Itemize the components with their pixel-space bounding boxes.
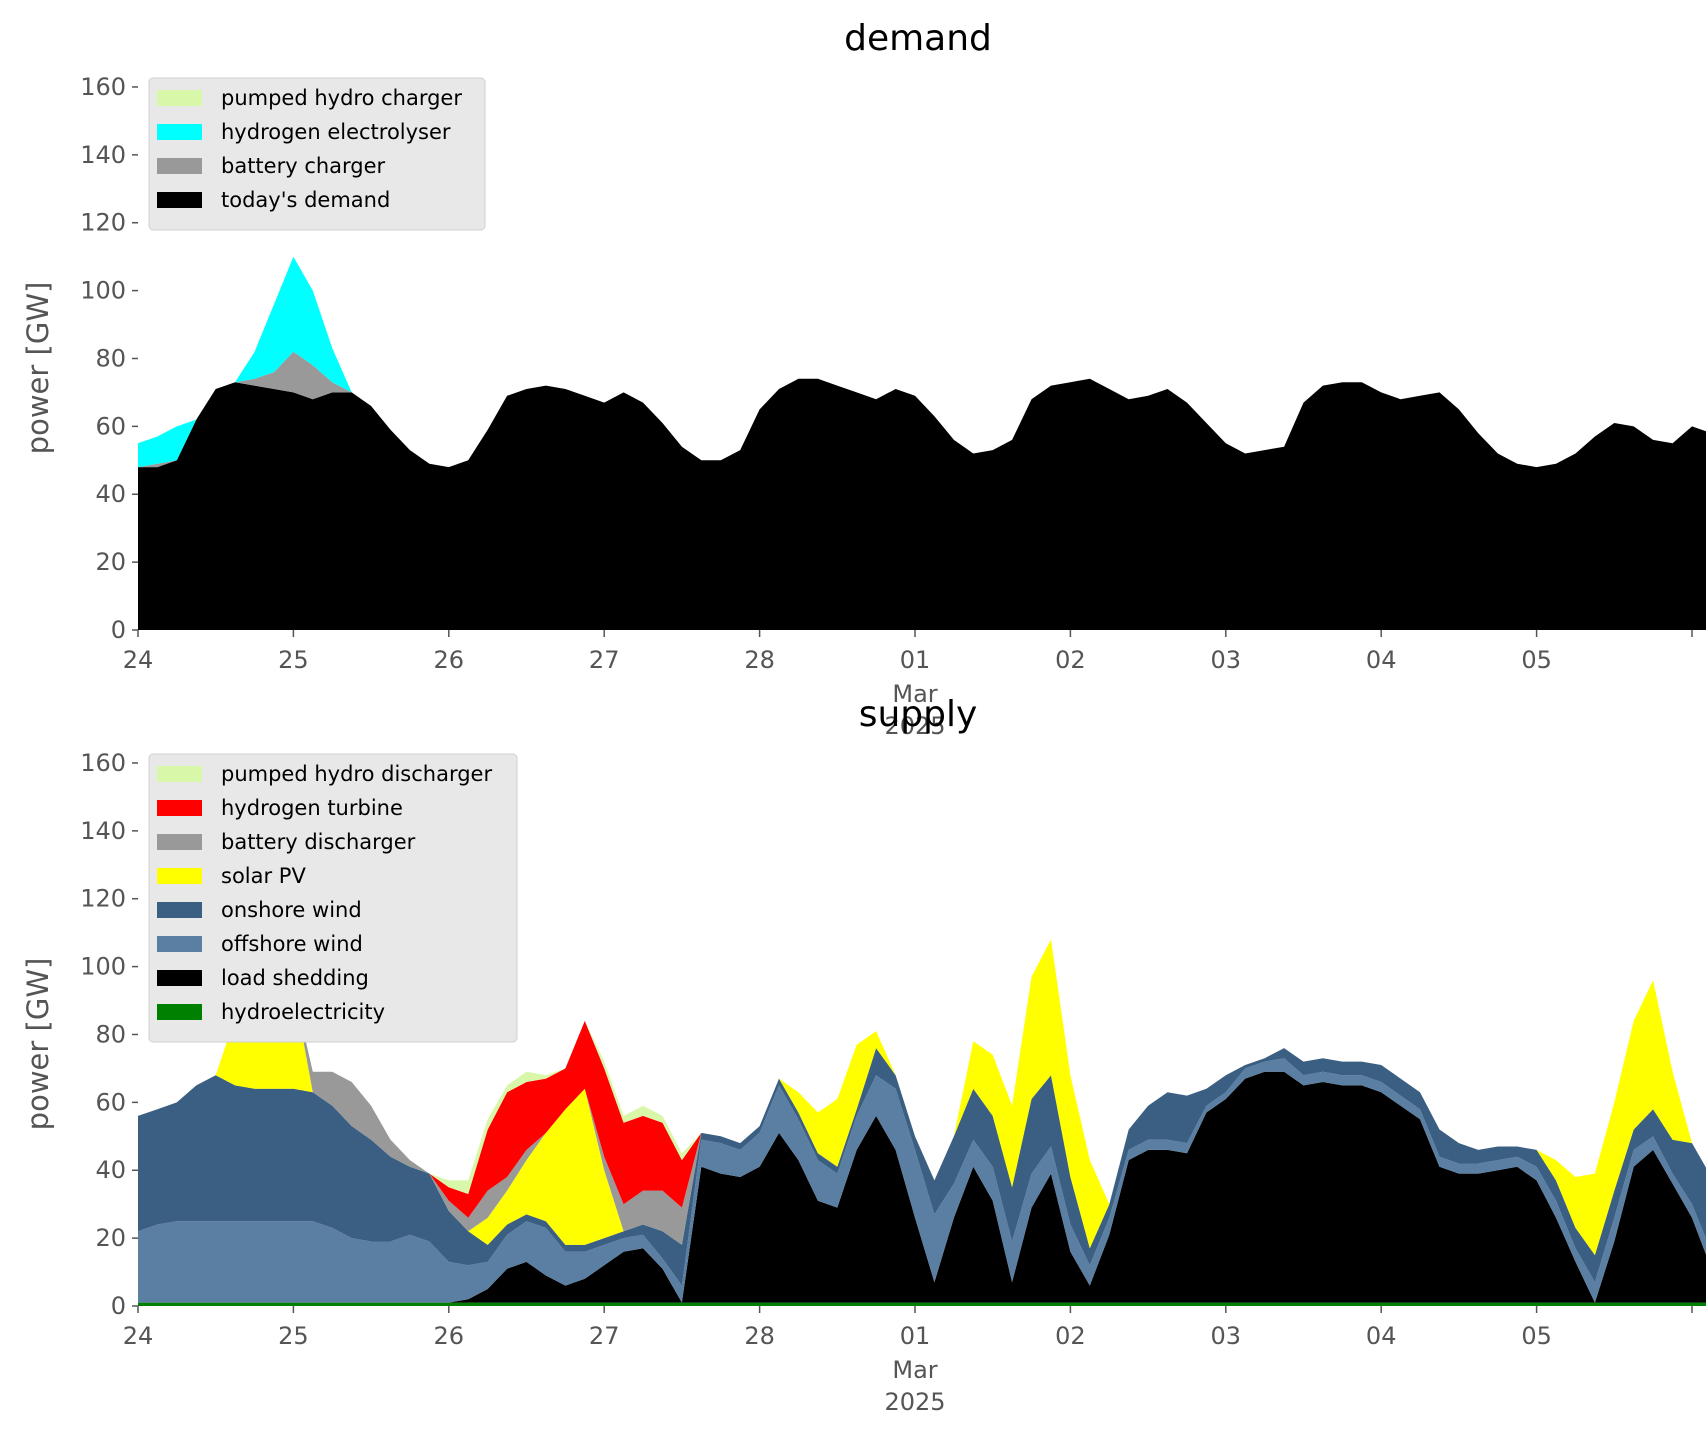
supply-y-tick-label: 0 (111, 1292, 126, 1320)
supply-area-hydrogen-turbine (138, 919, 1706, 1218)
supply-legend-frame (148, 753, 518, 1043)
supply-legend-swatch-pumped-hydro-discharger (157, 766, 202, 782)
supply-legend-label-onshore-wind: onshore wind (221, 898, 362, 922)
supply-legend-swatch-hydroelectricity (157, 1004, 202, 1020)
supply-y-tick-label: 160 (80, 749, 126, 777)
demand-x-tick-label: 27 (589, 646, 620, 674)
demand-y-tick-label: 160 (80, 73, 126, 101)
supply-legend-swatch-load-shedding (157, 970, 202, 986)
demand-x-tick-label: 01 (900, 646, 931, 674)
demand-x-tick-label: 25 (278, 646, 309, 674)
supply-x-year-label: 2025 (884, 1388, 945, 1416)
supply-area-layers (138, 919, 1706, 1306)
supply-legend-label-offshore-wind: offshore wind (221, 932, 363, 956)
demand-area-hydrogen-electrolyser (138, 256, 1706, 468)
supply-x-tick-label: 01 (900, 1322, 931, 1350)
demand-y-tick-label: 100 (80, 277, 126, 305)
demand-y-tick-label: 0 (111, 616, 126, 644)
demand-legend-swatch-today-s-demand (157, 192, 202, 208)
demand-panel: demand power [GW] 0204060801001201401602… (21, 18, 1706, 740)
demand-y-tick-label: 120 (80, 209, 126, 237)
supply-legend-label-hydrogen-turbine: hydrogen turbine (221, 796, 403, 820)
supply-legend-swatch-onshore-wind (157, 902, 202, 918)
demand-x-year-label: 2025 (884, 712, 945, 740)
supply-x-tick-label: 26 (434, 1322, 465, 1350)
supply-legend-label-pumped-hydro-discharger: pumped hydro discharger (221, 762, 492, 786)
demand-area-today-s-demand (138, 378, 1706, 630)
supply-x-tick-label: 27 (589, 1322, 620, 1350)
demand-area-layers (138, 256, 1706, 630)
supply-x-tick-label: 05 (1521, 1322, 1552, 1350)
supply-legend: pumped hydro discharger hydrogen turbine b… (148, 753, 518, 1043)
demand-x-tick-label: 04 (1366, 646, 1397, 674)
supply-legend-label-load-shedding: load shedding (221, 966, 369, 990)
supply-area-load-shedding (138, 1071, 1706, 1303)
demand-legend-label-pumped-hydro-charger: pumped hydro charger (221, 86, 462, 110)
supply-x-tick-label: 02 (1055, 1322, 1086, 1350)
demand-chart-title: demand (844, 18, 992, 59)
supply-legend-swatch-battery-discharger (157, 834, 202, 850)
supply-panel: supply power [GW] 0204060801001201401602… (21, 694, 1706, 1416)
demand-legend: pumped hydro charger hydrogen electrolyse… (148, 77, 486, 231)
demand-x-tick-label: 03 (1211, 646, 1242, 674)
demand-y-axis-label: power [GW] (21, 282, 55, 455)
demand-x-tick-label: 02 (1055, 646, 1086, 674)
demand-y-tick-label: 20 (95, 548, 126, 576)
supply-y-tick-label: 80 (95, 1020, 126, 1048)
supply-area-offshore-wind (138, 1058, 1706, 1303)
demand-y-tick-label: 80 (95, 344, 126, 372)
supply-area-hydroelectricity (138, 1302, 1706, 1306)
demand-legend-swatch-battery-charger (157, 158, 202, 174)
supply-x-tick-label: 04 (1366, 1322, 1397, 1350)
supply-legend-label-solar-pv: solar PV (221, 864, 306, 888)
demand-x-tick-label: 05 (1521, 646, 1552, 674)
demand-x-tick-label: 26 (434, 646, 465, 674)
supply-y-tick-label: 20 (95, 1224, 126, 1252)
demand-x-month-label: Mar (892, 680, 937, 708)
supply-legend-swatch-hydrogen-turbine (157, 800, 202, 816)
supply-chart-title: supply (859, 694, 978, 735)
demand-legend-label-hydrogen-electrolyser: hydrogen electrolyser (221, 120, 451, 144)
supply-area-onshore-wind (138, 1048, 1706, 1286)
supply-axes: 0 20 40 60 80 100 120 140 160 24 25 26 27 28 01 02 03 04 0… (80, 749, 1693, 1416)
demand-legend-swatch-pumped-hydro-charger (157, 90, 202, 106)
demand-y-tick-label: 60 (95, 412, 126, 440)
supply-x-tick-label: 03 (1211, 1322, 1242, 1350)
demand-y-tick-label: 40 (95, 480, 126, 508)
supply-x-tick-label: 24 (123, 1322, 154, 1350)
supply-legend-label-hydroelectricity: hydroelectricity (221, 1000, 385, 1024)
supply-y-axis-label: power [GW] (21, 958, 55, 1131)
supply-y-tick-label: 60 (95, 1088, 126, 1116)
demand-x-tick-label: 28 (744, 646, 775, 674)
supply-x-month-label: Mar (892, 1356, 937, 1384)
demand-legend-label-battery-charger: battery charger (221, 154, 386, 178)
supply-area-solar-pv (138, 919, 1706, 1256)
supply-y-tick-label: 40 (95, 1156, 126, 1184)
supply-legend-swatch-solar-pv (157, 868, 202, 884)
demand-area-battery-charger (138, 351, 1706, 468)
demand-axes: 0 20 40 60 80 100 120 140 160 24 25 26 27 28 01 02 03 04 0… (80, 73, 1693, 740)
demand-x-tick-label: 24 (123, 646, 154, 674)
supply-legend-label-battery-discharger: battery discharger (221, 830, 416, 854)
supply-x-tick-label: 25 (278, 1322, 309, 1350)
demand-legend-swatch-hydrogen-electrolyser (157, 124, 202, 140)
supply-y-tick-label: 140 (80, 817, 126, 845)
demand-y-tick-label: 140 (80, 141, 126, 169)
supply-y-tick-label: 120 (80, 885, 126, 913)
supply-x-tick-label: 28 (744, 1322, 775, 1350)
supply-y-tick-label: 100 (80, 953, 126, 981)
demand-legend-label-today-s-demand: today's demand (221, 188, 390, 212)
demand-legend-frame (148, 77, 486, 231)
supply-legend-swatch-offshore-wind (157, 936, 202, 952)
